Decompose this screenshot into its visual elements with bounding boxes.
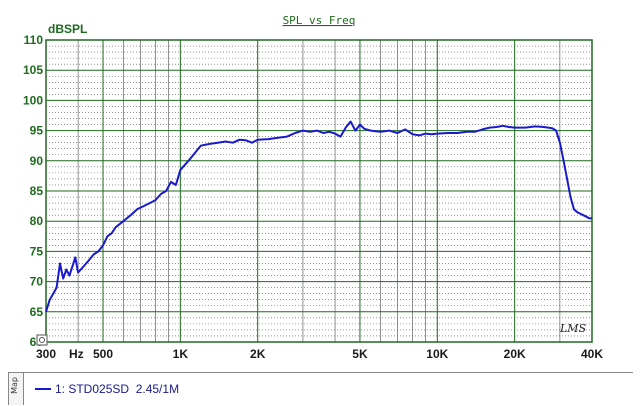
y-tick-label: 65 (30, 305, 44, 319)
x-tick-label: 500 (93, 347, 113, 361)
x-tick-label: 2K (250, 347, 266, 361)
y-tick-label: 80 (30, 214, 44, 228)
corner-box-icon (36, 334, 48, 346)
map-tab[interactable]: Map (9, 373, 24, 405)
y-tick-label: 100 (23, 93, 43, 107)
y-axis-label: dBSPL (48, 22, 87, 36)
y-tick-label: 70 (30, 275, 44, 289)
y-tick-label: 75 (30, 244, 44, 258)
x-tick-label: 5K (352, 347, 368, 361)
y-tick-label: 95 (30, 124, 44, 138)
y-tick-label: 85 (30, 184, 44, 198)
legend-entry[interactable]: 1: STD025SD 2.45/1M (35, 382, 179, 396)
legend-panel: Map 1: STD025SD 2.45/1M (8, 372, 633, 405)
y-tick-label: 105 (23, 63, 43, 77)
x-axis-unit-label: Hz (69, 347, 84, 361)
x-tick-label: 300 (36, 347, 56, 361)
x-tick-label: 20K (504, 347, 526, 361)
minor-gridlines (46, 40, 592, 342)
legend-entry-label: 1: STD025SD 2.45/1M (55, 382, 180, 396)
chart-title: SPL vs Freq (283, 14, 356, 27)
x-tick-label: 40K (581, 347, 603, 361)
map-tab-label: Map (10, 377, 19, 394)
x-tick-label: 1K (173, 347, 189, 361)
lms-annotation: LMS (559, 322, 587, 335)
y-tick-label: 110 (24, 33, 44, 47)
x-axis-tick-labels: 300 500 1K 2K 5K 10K 20K 40K (36, 347, 603, 361)
legend-swatch (35, 388, 51, 390)
series-line-std025sd (45, 120, 592, 313)
x-tick-label: 10K (426, 347, 448, 361)
y-tick-label: 90 (30, 154, 44, 168)
